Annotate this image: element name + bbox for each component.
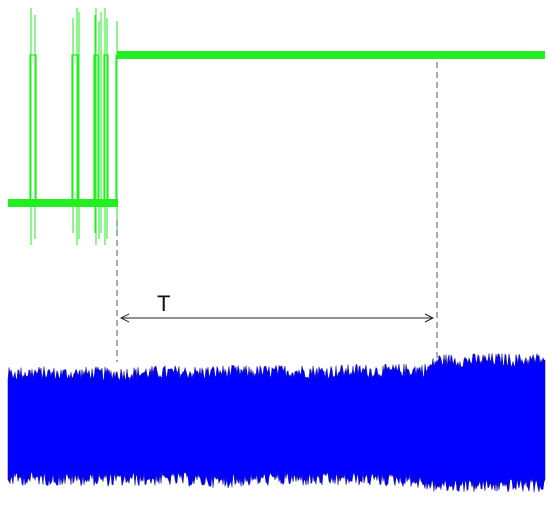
interval-label: T [157, 291, 170, 316]
interval-arrow-head-right [424, 313, 435, 323]
digital-trace-high-band [117, 51, 545, 59]
digital-trace-noise [30, 8, 118, 245]
digital-trace-low-band [8, 199, 118, 207]
interval-arrow-head-left [119, 313, 130, 323]
noise-signal [7, 352, 546, 493]
